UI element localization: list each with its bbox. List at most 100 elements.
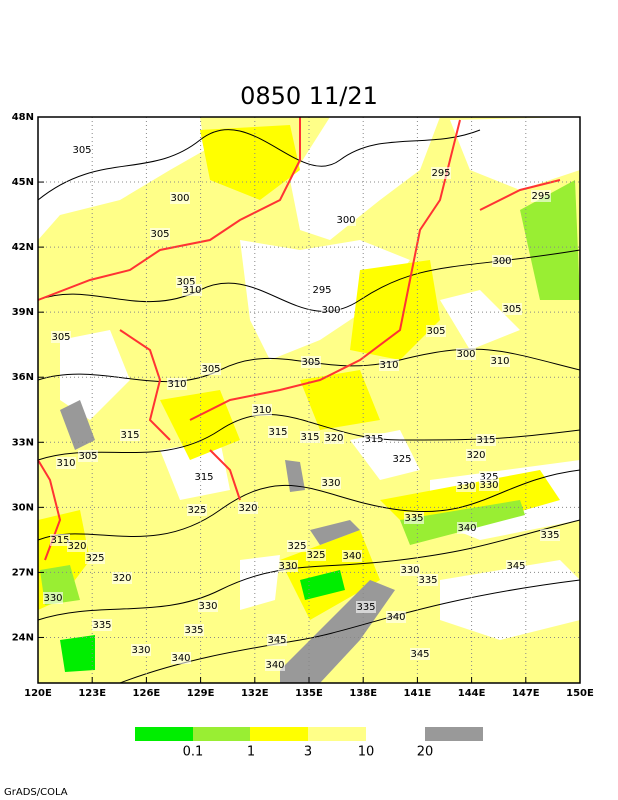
contour-label-bg bbox=[184, 624, 204, 636]
contour-label-bg bbox=[131, 644, 151, 656]
contour-label: 305 bbox=[72, 145, 91, 156]
legend-swatch bbox=[250, 727, 308, 741]
contour-label-bg bbox=[167, 378, 187, 390]
y-tick-label: 42N bbox=[12, 242, 34, 253]
contour-label: 345 bbox=[410, 649, 429, 660]
contour-label: 320 bbox=[238, 503, 257, 514]
dry-area bbox=[440, 290, 520, 350]
contour-label: 315 bbox=[194, 472, 213, 483]
x-tick-label: 141E bbox=[404, 688, 432, 699]
contour-label: 335 bbox=[356, 602, 375, 613]
contour-label: 340 bbox=[386, 612, 405, 623]
title: 0850 11/21 bbox=[240, 82, 378, 110]
contour-label-bg bbox=[531, 190, 551, 202]
contour bbox=[37, 348, 581, 383]
contour-label-bg bbox=[252, 404, 272, 416]
contour-label-bg bbox=[306, 549, 326, 561]
x-tick-label: 126E bbox=[133, 688, 161, 699]
contour-label: 315 bbox=[476, 435, 495, 446]
coastline bbox=[119, 329, 171, 441]
contour-label: 315 bbox=[300, 432, 319, 443]
dry-area bbox=[290, 117, 440, 240]
contour-label-bg bbox=[312, 284, 332, 296]
contour-label-bg bbox=[198, 600, 218, 612]
contour bbox=[37, 129, 481, 201]
y-tick-label: 45N bbox=[12, 177, 34, 188]
contour-label: 305 bbox=[426, 326, 445, 337]
footer: GrADS/COLA bbox=[4, 787, 68, 798]
contour-label: 330 bbox=[479, 480, 498, 491]
contour-label: 310 bbox=[56, 458, 75, 469]
legend-label: 0.1 bbox=[183, 745, 204, 760]
contour bbox=[37, 469, 581, 541]
legend-swatch bbox=[425, 727, 483, 741]
contour-label-bg bbox=[187, 504, 207, 516]
contour-label-bg bbox=[479, 479, 499, 491]
contour-label-bg bbox=[267, 634, 287, 646]
contour-label-bg bbox=[418, 574, 438, 586]
contour-label: 295 bbox=[531, 191, 550, 202]
contour-label: 310 bbox=[167, 379, 186, 390]
contour-label: 345 bbox=[506, 561, 525, 572]
x-tick-label: 147E bbox=[512, 688, 540, 699]
contour-label-bg bbox=[85, 552, 105, 564]
contour-label-bg bbox=[300, 431, 320, 443]
contour-label: 335 bbox=[540, 530, 559, 541]
contour-label-bg bbox=[466, 449, 486, 461]
contour-label-bg bbox=[182, 284, 202, 296]
contour bbox=[37, 249, 581, 312]
legend-swatch bbox=[193, 727, 251, 741]
y-tick-label: 27N bbox=[12, 567, 34, 578]
contour-label-bg bbox=[426, 325, 446, 337]
contour-label: 320 bbox=[112, 573, 131, 584]
dry-area bbox=[160, 440, 230, 500]
contour-label: 295 bbox=[312, 285, 331, 296]
extreme-area bbox=[310, 520, 360, 545]
contour-label: 340 bbox=[265, 660, 284, 671]
contour-label-bg bbox=[410, 648, 430, 660]
contour-label: 300 bbox=[336, 215, 355, 226]
contour-label: 315 bbox=[268, 427, 287, 438]
contour-label-bg bbox=[171, 652, 191, 664]
contour-label: 330 bbox=[43, 593, 62, 604]
contour-label-bg bbox=[457, 522, 477, 534]
contour-label: 305 bbox=[150, 229, 169, 240]
x-tick-label: 123E bbox=[78, 688, 106, 699]
extreme-area bbox=[285, 460, 305, 492]
contour-label-bg bbox=[321, 477, 341, 489]
wet-area bbox=[300, 370, 380, 430]
y-tick-label: 48N bbox=[12, 112, 34, 123]
contour-label-bg bbox=[78, 450, 98, 462]
contour-label: 295 bbox=[431, 168, 450, 179]
contour-label-bg bbox=[336, 214, 356, 226]
contour-label: 325 bbox=[392, 454, 411, 465]
y-tick-label: 39N bbox=[12, 307, 34, 318]
contour-label: 330 bbox=[456, 481, 475, 492]
contour-label: 320 bbox=[324, 433, 343, 444]
contour-label-bg bbox=[476, 434, 496, 446]
contour-label: 300 bbox=[170, 193, 189, 204]
contour-label-bg bbox=[238, 502, 258, 514]
contour-label-bg bbox=[301, 356, 321, 368]
contour-label-bg bbox=[67, 540, 87, 552]
contour-label-bg bbox=[51, 331, 71, 343]
contour-label-bg bbox=[379, 359, 399, 371]
contour-label: 330 bbox=[400, 565, 419, 576]
contour-label-bg bbox=[287, 540, 307, 552]
contour-label-bg bbox=[431, 167, 451, 179]
coastline bbox=[479, 179, 561, 211]
legend-label: 10 bbox=[358, 745, 375, 760]
contour-label-bg bbox=[150, 228, 170, 240]
coastline bbox=[37, 117, 301, 301]
contour-label: 325 bbox=[287, 541, 306, 552]
map-frame bbox=[37, 116, 581, 684]
x-tick-label: 138E bbox=[349, 688, 377, 699]
dry-area bbox=[450, 117, 580, 190]
contour-label-bg bbox=[506, 560, 526, 572]
contour-label: 340 bbox=[457, 523, 476, 534]
contour-label: 310 bbox=[182, 285, 201, 296]
contour-label: 300 bbox=[456, 349, 475, 360]
contour-label: 325 bbox=[187, 505, 206, 516]
contour-label-bg bbox=[456, 348, 476, 360]
y-tick-label: 33N bbox=[12, 437, 34, 448]
